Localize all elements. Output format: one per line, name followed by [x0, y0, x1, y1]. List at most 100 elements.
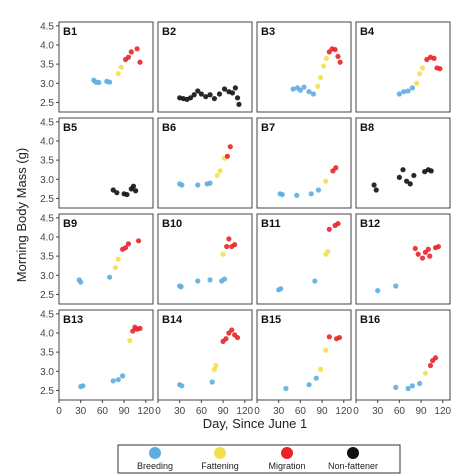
data-point-fattening: [112, 265, 118, 271]
data-point-breeding: [107, 79, 113, 85]
data-point-migration: [223, 336, 229, 342]
data-point-migration: [135, 238, 142, 244]
panel-b10: B10: [157, 213, 253, 305]
data-point-breeding: [290, 86, 296, 92]
data-point-breeding: [405, 385, 411, 392]
data-point-migration: [122, 245, 129, 251]
data-point-non-fattener: [404, 178, 410, 184]
data-point-non-fattener: [400, 167, 406, 173]
x-tick-label: 60: [196, 406, 208, 417]
legend-item-fattening: Fattening: [201, 447, 239, 471]
panel-label: B6: [162, 122, 176, 134]
data-point-migration: [232, 242, 238, 248]
panel-frame: [355, 21, 451, 113]
panel-label: B14: [162, 314, 183, 326]
data-point-migration: [333, 165, 339, 171]
legend-swatch: [347, 447, 359, 459]
data-point-migration: [332, 46, 338, 53]
data-point-fattening: [414, 80, 420, 86]
data-point-breeding: [209, 379, 215, 385]
y-tick-label: 3.5: [40, 60, 54, 71]
panel-b9: B9 2.5 3.0 3.5 4.0 4.5: [40, 213, 154, 305]
y-tick-label: 3.5: [40, 348, 54, 359]
data-point-non-fattener: [133, 188, 139, 194]
data-point-breeding: [306, 89, 312, 95]
y-tick-label: 4.5: [40, 21, 54, 32]
panel-b14: B14 0 30 60 90 120: [155, 309, 254, 417]
data-point-breeding: [78, 279, 84, 285]
x-tick-label: 90: [317, 406, 329, 417]
data-point-fattening: [127, 338, 133, 344]
panel-frame: [58, 213, 154, 305]
x-tick-label: 60: [295, 406, 307, 417]
data-point-migration: [128, 49, 134, 55]
panel-label: B13: [63, 314, 83, 326]
data-point-migration: [227, 144, 233, 150]
panel-b8: B8: [355, 117, 451, 209]
panel-b2: B2: [157, 21, 253, 113]
data-point-breeding: [315, 187, 322, 193]
data-point-migration: [125, 54, 132, 60]
x-axis-title: Day, Since June 1: [203, 416, 308, 431]
data-point-migration: [134, 46, 140, 52]
y-tick-label: 4.5: [40, 309, 54, 320]
data-point-breeding: [393, 384, 399, 390]
data-point-non-fattener: [191, 92, 197, 98]
data-point-breeding: [405, 88, 411, 94]
legend-swatch: [281, 447, 293, 459]
panel-label: B2: [162, 26, 176, 38]
y-tick-label: 4.0: [40, 136, 54, 147]
data-point-migration: [326, 334, 332, 340]
data-point-non-fattener: [232, 85, 238, 91]
data-point-breeding: [375, 287, 381, 294]
y-tick-label: 3.0: [40, 175, 54, 186]
data-point-non-fattener: [216, 91, 223, 97]
data-point-fattening: [323, 55, 330, 61]
panel-b1: B1 2.5 3.0 3.5 4.0 4.5: [40, 21, 154, 113]
data-point-migration: [137, 59, 143, 65]
data-point-migration: [412, 245, 418, 252]
panel-grid: B1 2.5 3.0 3.5 4.0 4.5 B2 B3 B4 B5 2.5 3.0 3.5 4.0 4.5…: [40, 21, 451, 417]
legend-label: Migration: [268, 461, 305, 471]
panel-frame: [355, 213, 451, 305]
panel-label: B12: [360, 218, 380, 230]
data-point-migration: [427, 362, 434, 369]
y-tick-label: 4.5: [40, 213, 54, 224]
x-tick-label: 120: [137, 406, 154, 417]
data-point-migration: [224, 153, 231, 159]
data-point-breeding: [312, 278, 318, 284]
data-point-non-fattener: [234, 95, 241, 101]
data-point-breeding: [279, 191, 285, 198]
y-tick-label: 4.0: [40, 232, 54, 243]
data-point-breeding: [207, 277, 213, 283]
data-point-migration: [431, 55, 437, 61]
data-point-fattening: [115, 256, 121, 262]
data-point-fattening: [315, 83, 321, 89]
panel-b13: B13 2.5 3.0 3.5 4.0 4.5 0 30 60 90 120: [40, 309, 154, 417]
panel-label: B16: [360, 314, 380, 326]
data-point-non-fattener: [396, 174, 402, 180]
x-tick-label: 120: [434, 406, 451, 417]
data-point-non-fattener: [110, 187, 116, 193]
panel-b4: B4: [355, 21, 451, 113]
y-tick-label: 3.0: [40, 271, 54, 282]
panel-frame: [256, 213, 352, 305]
data-point-non-fattener: [407, 181, 413, 187]
panel-label: B8: [360, 122, 374, 134]
data-point-fattening: [417, 71, 423, 77]
panel-b6: B6: [157, 117, 253, 209]
data-point-breeding: [301, 84, 307, 90]
data-point-breeding: [409, 383, 415, 389]
data-point-breeding: [221, 276, 228, 282]
data-point-non-fattener: [187, 95, 194, 101]
legend-swatch: [214, 447, 226, 459]
data-point-breeding: [110, 378, 116, 384]
y-tick-label: 3.0: [40, 79, 54, 90]
legend-label: Breeding: [137, 461, 173, 471]
data-point-breeding: [115, 377, 121, 383]
data-point-fattening: [320, 63, 327, 69]
y-tick-label: 2.5: [40, 98, 54, 109]
panel-b16: B16 0 30 60 90 120: [353, 309, 452, 417]
legend-item-non-fattener: Non-fattener: [328, 447, 378, 471]
data-point-non-fattener: [411, 172, 417, 179]
